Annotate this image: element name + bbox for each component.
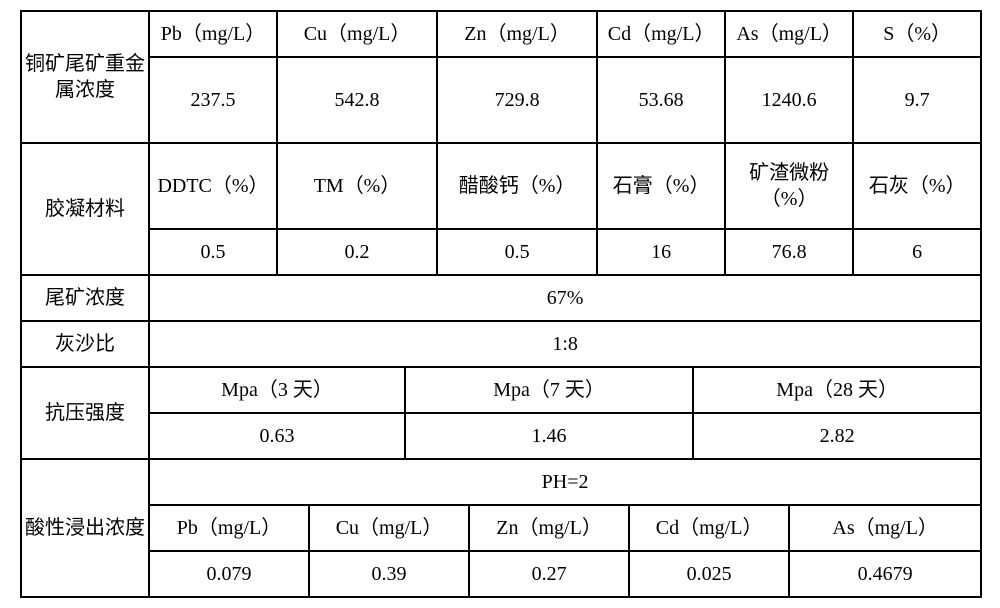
hm-v-5: 9.7 <box>853 57 981 143</box>
binder-v-2: 0.5 <box>437 229 597 275</box>
binder-v-1: 0.2 <box>277 229 437 275</box>
comp-h-1: Mpa（7 天） <box>405 367 693 413</box>
leach-h-2: Zn（mg/L） <box>469 505 629 551</box>
hm-h-0: Pb（mg/L） <box>149 11 277 57</box>
comp-h-0: Mpa（3 天） <box>149 367 405 413</box>
binder-h-4: 矿渣微粉（%） <box>725 143 853 229</box>
leach-h-4: As（mg/L） <box>789 505 981 551</box>
leach-h-0: Pb（mg/L） <box>149 505 309 551</box>
compressive-label: 抗压强度 <box>21 367 149 459</box>
ash-sand-value: 1:8 <box>149 321 981 367</box>
ash-sand-label: 灰沙比 <box>21 321 149 367</box>
hm-h-5: S（%） <box>853 11 981 57</box>
ph-value: PH=2 <box>149 459 981 505</box>
tailings-conc-label: 尾矿浓度 <box>21 275 149 321</box>
leach-h-3: Cd（mg/L） <box>629 505 789 551</box>
comp-h-2: Mpa（28 天） <box>693 367 981 413</box>
hm-v-2: 729.8 <box>437 57 597 143</box>
data-table: 铜矿尾矿重金属浓度 Pb（mg/L） Cu（mg/L） Zn（mg/L） Cd（… <box>20 10 982 598</box>
hm-v-1: 542.8 <box>277 57 437 143</box>
hm-h-1: Cu（mg/L） <box>277 11 437 57</box>
leach-h-1: Cu（mg/L） <box>309 505 469 551</box>
binder-h-2: 醋酸钙（%） <box>437 143 597 229</box>
acid-leach-label: 酸性浸出浓度 <box>21 459 149 597</box>
leach-v-3: 0.025 <box>629 551 789 597</box>
binder-v-5: 6 <box>853 229 981 275</box>
binder-v-4: 76.8 <box>725 229 853 275</box>
hm-h-4: As（mg/L） <box>725 11 853 57</box>
tailings-conc-value: 67% <box>149 275 981 321</box>
leach-v-1: 0.39 <box>309 551 469 597</box>
comp-v-0: 0.63 <box>149 413 405 459</box>
comp-v-2: 2.82 <box>693 413 981 459</box>
hm-v-3: 53.68 <box>597 57 725 143</box>
hm-v-0: 237.5 <box>149 57 277 143</box>
binder-v-0: 0.5 <box>149 229 277 275</box>
binder-h-3: 石膏（%） <box>597 143 725 229</box>
leach-v-2: 0.27 <box>469 551 629 597</box>
leach-v-4: 0.4679 <box>789 551 981 597</box>
leach-v-0: 0.079 <box>149 551 309 597</box>
binder-label: 胶凝材料 <box>21 143 149 275</box>
binder-h-5: 石灰（%） <box>853 143 981 229</box>
binder-h-0: DDTC（%） <box>149 143 277 229</box>
binder-v-3: 16 <box>597 229 725 275</box>
binder-h-1: TM（%） <box>277 143 437 229</box>
comp-v-1: 1.46 <box>405 413 693 459</box>
hm-h-3: Cd（mg/L） <box>597 11 725 57</box>
hm-v-4: 1240.6 <box>725 57 853 143</box>
hm-h-2: Zn（mg/L） <box>437 11 597 57</box>
heavy-metal-label: 铜矿尾矿重金属浓度 <box>21 11 149 143</box>
